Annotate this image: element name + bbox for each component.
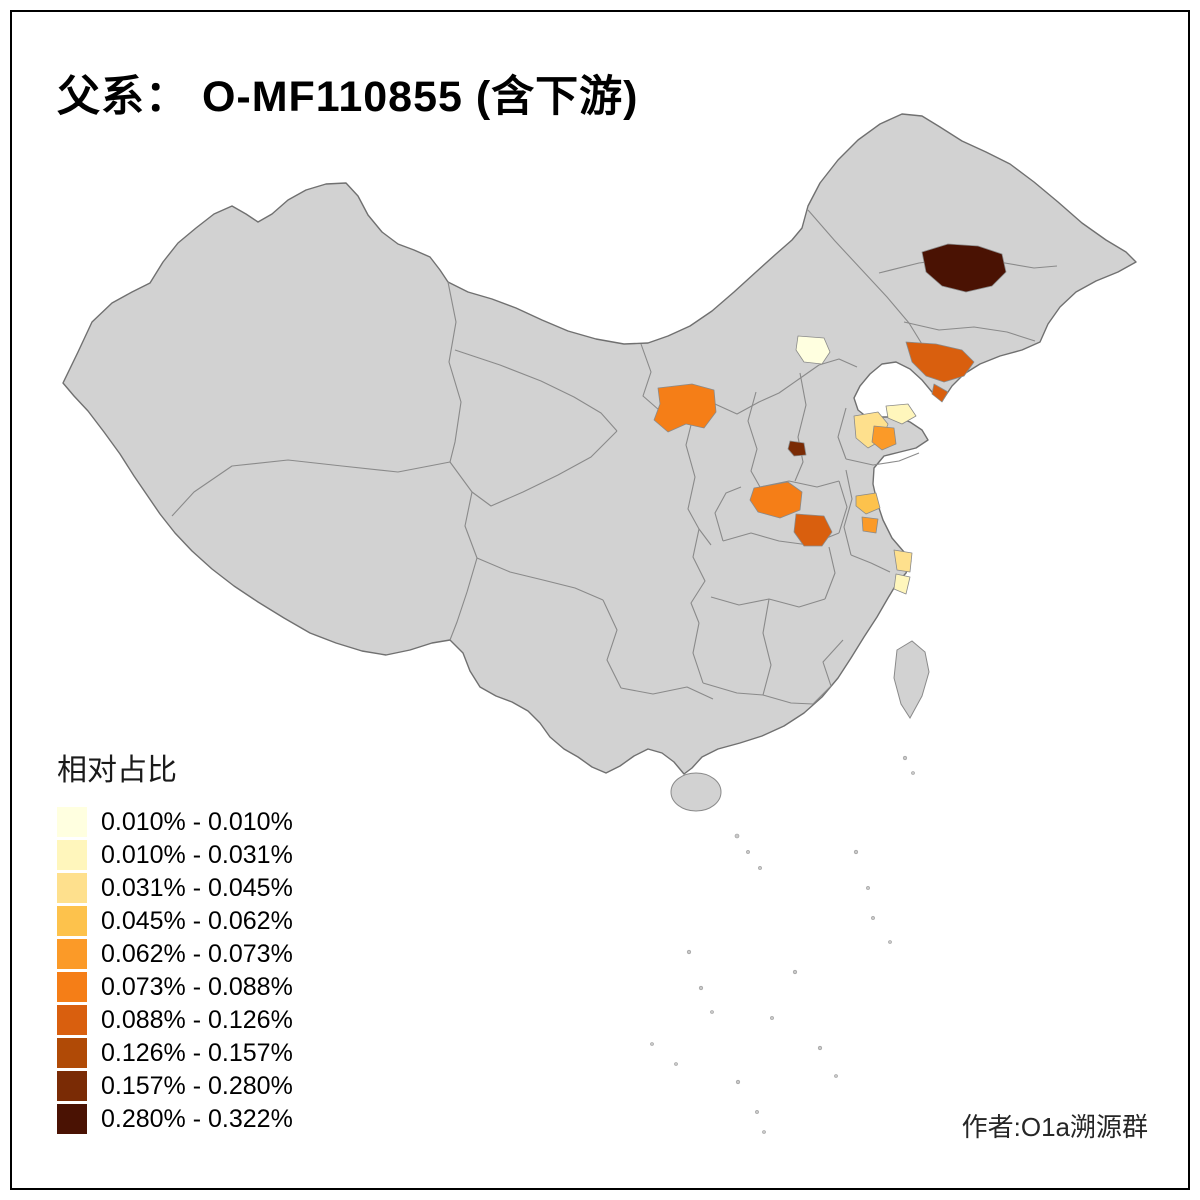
credit: 作者:O1a溯源群 [961, 1112, 1148, 1142]
legend-label: 0.280% - 0.322% [101, 1104, 293, 1133]
highlight-region [931, 383, 949, 403]
page-title: 父系： O-MF110855 (含下游) [57, 73, 639, 121]
legend-row: 0.010% - 0.010% [57, 807, 293, 837]
legend-swatch [57, 807, 87, 837]
legend: 相对占比 0.010% - 0.010% 0.010% - 0.031% 0.0… [57, 745, 293, 1137]
legend-swatch [57, 939, 87, 969]
highlight-region [855, 492, 881, 515]
highlight-region [893, 573, 911, 595]
legend-label: 0.088% - 0.126% [101, 1005, 293, 1034]
highlight-regions [653, 243, 1007, 595]
highlight-region [905, 341, 975, 383]
highlight-region [787, 440, 807, 457]
legend-row: 0.045% - 0.062% [57, 906, 293, 936]
legend-row: 0.073% - 0.088% [57, 972, 293, 1002]
legend-row: 0.031% - 0.045% [57, 873, 293, 903]
legend-rows: 0.010% - 0.010% 0.010% - 0.031% 0.031% -… [57, 807, 293, 1134]
legend-row: 0.010% - 0.031% [57, 840, 293, 870]
highlight-region [921, 243, 1007, 293]
legend-row: 0.280% - 0.322% [57, 1104, 293, 1134]
legend-row: 0.126% - 0.157% [57, 1038, 293, 1068]
legend-row: 0.157% - 0.280% [57, 1071, 293, 1101]
legend-swatch [57, 1104, 87, 1134]
legend-label: 0.126% - 0.157% [101, 1038, 293, 1067]
legend-swatch [57, 840, 87, 870]
legend-swatch [57, 1071, 87, 1101]
highlight-region [885, 403, 917, 425]
taiwan-island [893, 640, 930, 719]
highlight-region [795, 335, 831, 365]
legend-label: 0.062% - 0.073% [101, 939, 293, 968]
south-china-sea-islands [650, 755, 915, 1134]
legend-swatch [57, 1005, 87, 1035]
legend-swatch [57, 972, 87, 1002]
legend-label: 0.045% - 0.062% [101, 906, 293, 935]
highlight-region [871, 425, 897, 451]
china-outline [62, 113, 1137, 775]
legend-label: 0.157% - 0.280% [101, 1071, 293, 1100]
legend-title: 相对占比 [57, 754, 177, 787]
legend-label: 0.073% - 0.088% [101, 972, 293, 1001]
highlight-region [861, 516, 879, 534]
highlight-region [653, 383, 717, 433]
legend-row: 0.062% - 0.073% [57, 939, 293, 969]
highlight-region [793, 513, 833, 547]
legend-swatch [57, 906, 87, 936]
legend-label: 0.010% - 0.010% [101, 807, 293, 836]
hainan-island [670, 772, 722, 812]
legend-label: 0.010% - 0.031% [101, 840, 293, 869]
legend-swatch [57, 873, 87, 903]
legend-swatch [57, 1038, 87, 1068]
legend-row: 0.088% - 0.126% [57, 1005, 293, 1035]
highlight-region [749, 481, 803, 519]
highlight-region [893, 549, 913, 573]
legend-label: 0.031% - 0.045% [101, 873, 293, 902]
